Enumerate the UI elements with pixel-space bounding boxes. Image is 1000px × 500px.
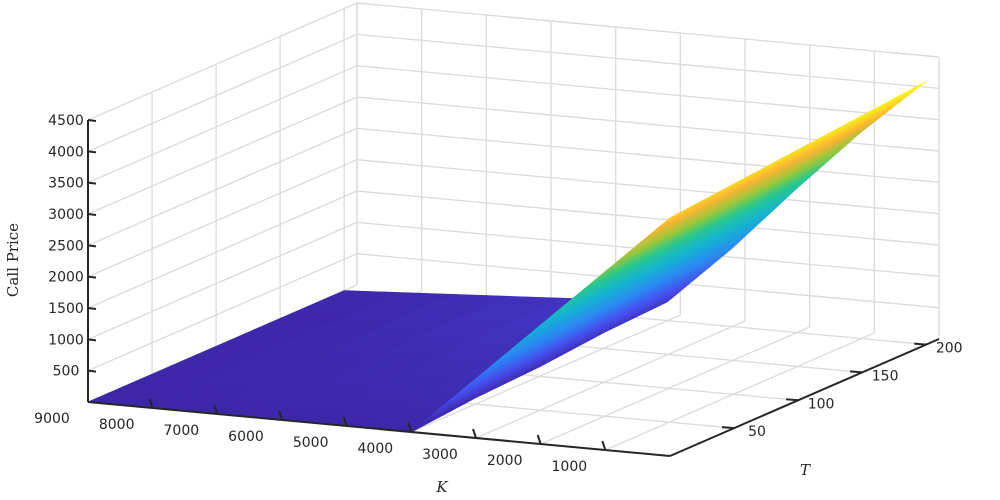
t-tick-mark [786,398,799,402]
k-tick-label: 1000 [552,459,588,475]
k-tick-label: 2000 [487,453,523,469]
y-axis-label: T [800,461,811,479]
x-axis-label: K [435,478,448,496]
z-tick-label: 1500 [48,301,84,317]
z-tick-mark [87,119,97,122]
z-tick-label: 500 [53,364,80,380]
k-tick-label: 6000 [228,429,264,445]
z-tick-label: 1000 [48,332,84,348]
k-tick-mark [536,434,542,445]
z-tick-mark [87,244,97,248]
z-tick-mark [87,307,97,310]
k-tick-label: 7000 [164,423,200,439]
k-floor-gridline [540,326,810,445]
z-tick-mark [87,275,97,279]
surface-patch [904,81,927,96]
z-tick-label: 3000 [48,207,84,223]
z-tick-label: 4500 [48,113,84,129]
k-tick-mark [342,416,348,427]
k-tick-mark [148,398,154,409]
k-tick-label: 5000 [293,435,329,451]
k-floor-gridline [475,320,746,439]
t-tick-label: 150 [872,368,899,384]
z-tick-mark [87,213,97,216]
k-tick-mark [278,410,283,421]
k-floor-gridline [411,314,681,433]
k-tick-label: 8000 [99,417,135,433]
t-tick-label: 200 [936,341,963,357]
z-tick-mark [87,181,97,185]
t-tick-mark [914,342,927,346]
k-tick-label: 4000 [358,441,394,457]
z-tick-mark [87,338,97,342]
t-tick-mark [850,370,863,374]
k-floor-gridline [605,332,875,451]
surface-patch [893,86,916,102]
z-tick-mark [87,150,97,154]
k-tick-mark [407,422,413,433]
z-axis-label: Call Price [4,223,22,297]
axes-layer [87,119,940,457]
t-tick-label: 50 [748,424,766,440]
z-tick-label: 2500 [48,238,84,254]
k-tick-mark [213,404,219,415]
tick-labels: 500 1000 1500 2000 2500 3000 3500 4000 4500 9000 8… [34,113,962,475]
t-tick-label: 100 [808,396,835,412]
z-tick-mark [87,369,97,373]
z-tick-label: 3500 [48,176,84,192]
surface-layer [87,81,927,433]
z-tick-label: 4000 [48,144,84,160]
k-tick-label: 9000 [34,411,70,427]
t-tick-mark [721,426,735,430]
k-tick-mark [601,440,607,451]
k-tick-mark [472,428,477,439]
z-tick-label: 2000 [48,270,84,286]
x-axis-line [87,401,671,457]
y-axis-line [669,338,940,457]
k-tick-label: 3000 [422,447,458,463]
